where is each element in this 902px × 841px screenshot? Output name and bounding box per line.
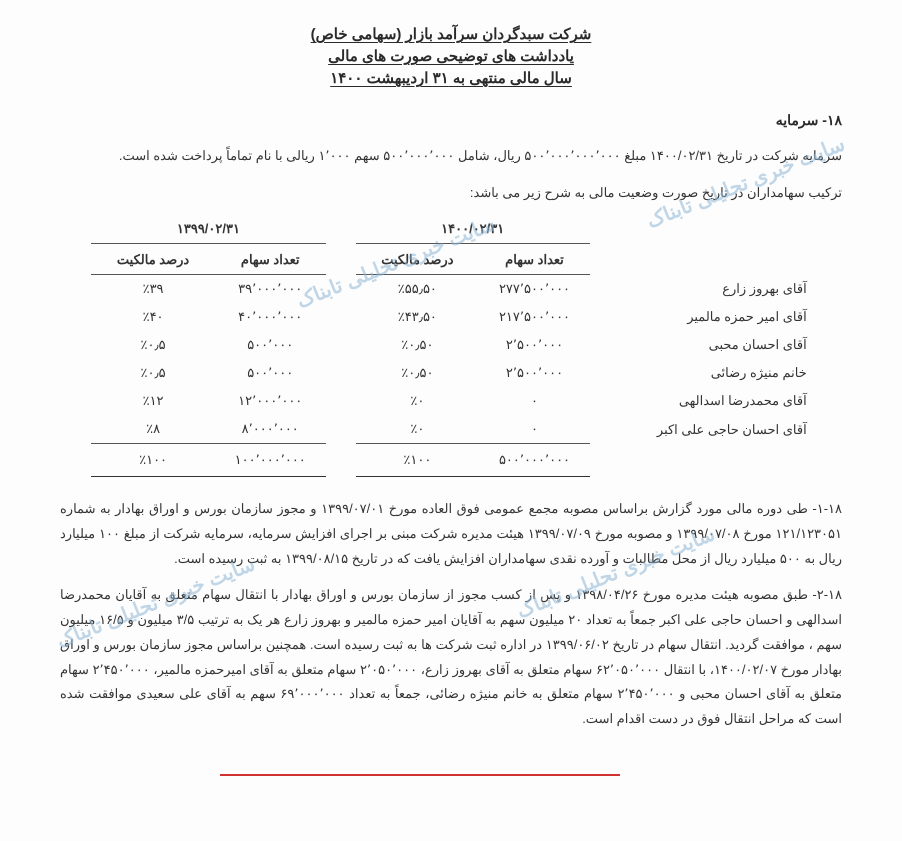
red-underline [220,774,620,776]
table-total-row: ۵۰۰٬۰۰۰٬۰۰۰٪۱۰۰۱۰۰٬۰۰۰٬۰۰۰٪۱۰۰ [91,444,810,477]
pct-1400: ٪۴۳٫۵۰ [356,303,480,331]
document-header: شرکت سبدگردان سرآمد بازار (سهامی خاص) یا… [60,25,842,87]
shareholder-name: آقای امیر حمزه مالمیر [590,303,811,331]
shares-1399: ۳۹٬۰۰۰٬۰۰۰ [215,275,326,304]
table-row: آقای بهروز زارع۲۷۷٬۵۰۰٬۰۰۰٪۵۵٫۵۰ ۳۹٬۰۰۰٬۰… [91,275,810,304]
total-pct-1399: ٪۱۰۰ [91,444,215,477]
col-group-1399: ۱۳۹۹/۰۲/۳۱ [91,217,325,244]
paragraph-2: ترکیب سهامداران در تاریخ صورت وضعیت مالی… [60,181,842,206]
table-row: آقای محمدرضا اسدالهی۰٪۰ ۱۲٬۰۰۰٬۰۰۰٪۱۲ [91,387,810,415]
table-row: آقای امیر حمزه مالمیر۲۱۷٬۵۰۰٬۰۰۰٪۴۳٫۵۰ ۴۰… [91,303,810,331]
th-pct-2: درصد مالکیت [91,244,215,275]
total-shares-1399: ۱۰۰٬۰۰۰٬۰۰۰ [215,444,326,477]
shares-1400: ۲٬۵۰۰٬۰۰۰ [479,331,590,359]
fiscal-year: سال مالی منتهی به ۳۱ اردیبهشت ۱۴۰۰ [60,69,842,87]
shares-1400: ۰ [479,415,590,444]
shares-1399: ۴۰٬۰۰۰٬۰۰۰ [215,303,326,331]
pct-1400: ٪۰ [356,387,480,415]
shares-1399: ۵۰۰٬۰۰۰ [215,331,326,359]
shareholder-name: آقای بهروز زارع [590,275,811,304]
total-pct-1400: ٪۱۰۰ [356,444,480,477]
shares-1400: ۲۷۷٬۵۰۰٬۰۰۰ [479,275,590,304]
shares-1400: ۲۱۷٬۵۰۰٬۰۰۰ [479,303,590,331]
section-title: ۱۸- سرمایه [60,112,842,129]
pct-1399: ٪۰٫۵ [91,359,215,387]
company-name: شرکت سبدگردان سرآمد بازار (سهامی خاص) [60,25,842,43]
shareholder-name: خانم منیژه رضائی [590,359,811,387]
table-row: آقای احسان حاجی علی اکبر۰٪۰ ۸٬۰۰۰٬۰۰۰٪۸ [91,415,810,444]
shares-1399: ۱۲٬۰۰۰٬۰۰۰ [215,387,326,415]
shares-1400: ۲٬۵۰۰٬۰۰۰ [479,359,590,387]
th-pct-1: درصد مالکیت [356,244,480,275]
pct-1399: ٪۸ [91,415,215,444]
shareholder-name: آقای احسان حاجی علی اکبر [590,415,811,444]
note-18-2: ۲-۱۸- طبق مصوبه هیئت مدیره مورخ ۱۳۹۸/۰۴/… [60,583,842,731]
paragraph-1: سرمایه شرکت در تاریخ ۱۴۰۰/۰۲/۳۱ مبلغ ۵۰۰… [60,144,842,169]
pct-1399: ٪۰٫۵ [91,331,215,359]
table-row: آقای احسان محبی۲٬۵۰۰٬۰۰۰٪۰٫۵۰ ۵۰۰٬۰۰۰٪۰٫۵ [91,331,810,359]
doc-subtitle: یادداشت های توضیحی صورت های مالی [60,47,842,65]
pct-1400: ٪۰٫۵۰ [356,359,480,387]
th-shares-2: تعداد سهام [215,244,326,275]
shares-1400: ۰ [479,387,590,415]
shareholder-name: آقای محمدرضا اسدالهی [590,387,811,415]
pct-1400: ٪۵۵٫۵۰ [356,275,480,304]
total-shares-1400: ۵۰۰٬۰۰۰٬۰۰۰ [479,444,590,477]
note-18-1: ۱-۱۸- طی دوره مالی مورد گزارش براساس مصو… [60,497,842,571]
pct-1400: ٪۰ [356,415,480,444]
shareholder-name: آقای احسان محبی [590,331,811,359]
pct-1399: ٪۴۰ [91,303,215,331]
pct-1400: ٪۰٫۵۰ [356,331,480,359]
shares-1399: ۸٬۰۰۰٬۰۰۰ [215,415,326,444]
th-shares-1: تعداد سهام [479,244,590,275]
pct-1399: ٪۳۹ [91,275,215,304]
table-row: خانم منیژه رضائی۲٬۵۰۰٬۰۰۰٪۰٫۵۰ ۵۰۰٬۰۰۰٪۰٫… [91,359,810,387]
col-group-1400: ۱۴۰۰/۰۲/۳۱ [356,217,590,244]
shares-1399: ۵۰۰٬۰۰۰ [215,359,326,387]
shareholders-table: ۱۴۰۰/۰۲/۳۱ ۱۳۹۹/۰۲/۳۱ تعداد سهام درصد ما… [91,217,810,477]
pct-1399: ٪۱۲ [91,387,215,415]
